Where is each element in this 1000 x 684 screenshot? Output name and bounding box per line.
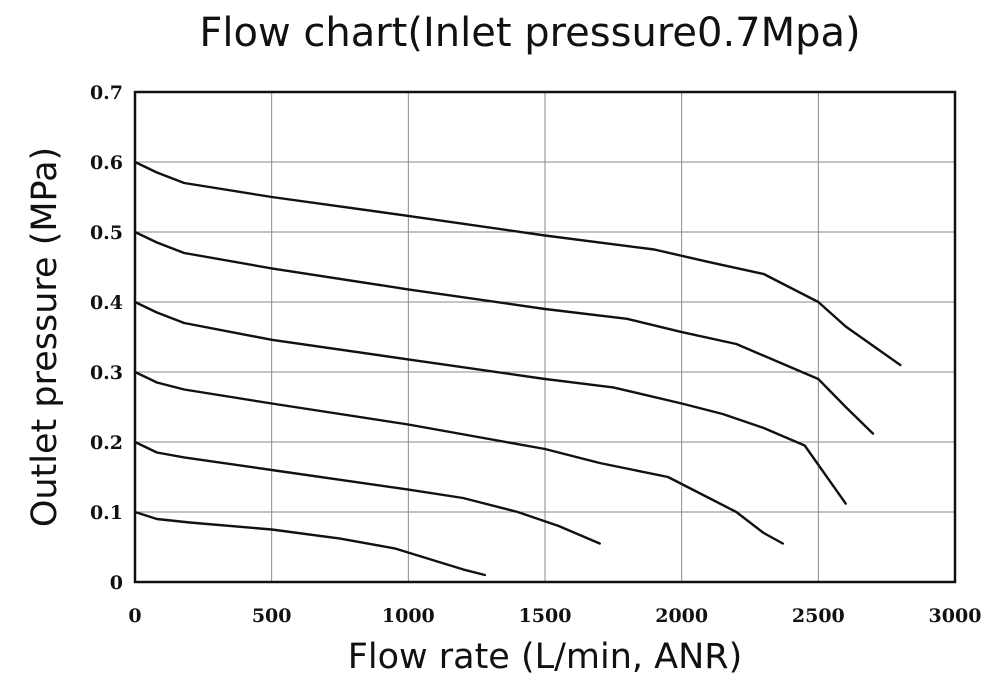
x-tick-label-2: 1000 <box>382 605 435 627</box>
plot-frame <box>133 90 957 584</box>
x-tick-label-3: 1500 <box>519 605 572 627</box>
x-tick-label-5: 2500 <box>792 605 845 627</box>
y-tick-label-4: 0.4 <box>90 292 123 314</box>
series-line-5 <box>133 440 601 545</box>
y-tick-label-3: 0.3 <box>90 362 123 384</box>
y-tick-label-6: 0.6 <box>90 152 123 174</box>
y-tick-label-5: 0.5 <box>90 222 123 244</box>
y-tick-labels: 0 0.1 0.2 0.3 0.4 0.5 0.6 0.7 <box>90 82 123 594</box>
y-tick-label-7: 0.7 <box>90 82 123 104</box>
x-tick-labels: 0 500 1000 1500 2000 2500 3000 <box>128 605 981 627</box>
y-tick-label-1: 0.1 <box>90 502 123 524</box>
series-layer <box>133 160 902 577</box>
x-tick-label-4: 2000 <box>655 605 708 627</box>
series-line-3 <box>133 300 847 505</box>
x-tick-label-6: 3000 <box>929 605 982 627</box>
series-line-6 <box>133 510 487 577</box>
y-axis-label: Outlet pressure (MPa) <box>25 147 65 527</box>
chart-title: Flow chart(Inlet pressure0.7Mpa) <box>199 10 860 56</box>
series-line-1 <box>133 160 902 367</box>
series-line-2 <box>133 230 875 435</box>
x-tick-label-0: 0 <box>128 605 141 627</box>
y-tick-label-2: 0.2 <box>90 432 123 454</box>
x-axis-label: Flow rate (L/min, ANR) <box>348 637 743 677</box>
y-tick-label-0: 0 <box>110 572 123 594</box>
series-line-4 <box>133 370 784 545</box>
x-tick-label-1: 500 <box>252 605 292 627</box>
